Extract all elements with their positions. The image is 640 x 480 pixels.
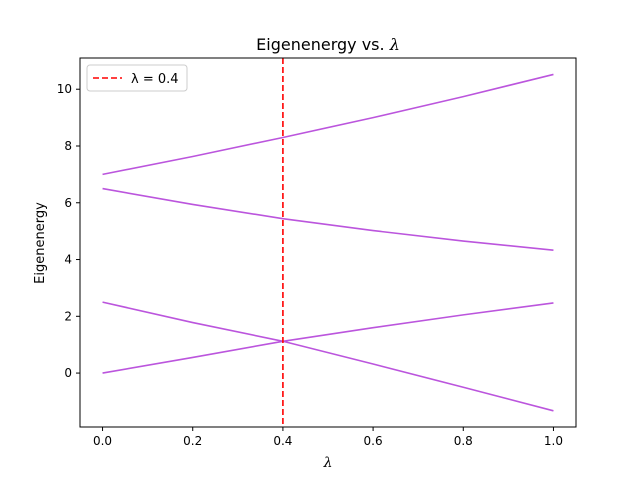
legend-vline-label: λ = 0.4 — [131, 72, 179, 87]
x-tick-label: 0.6 — [364, 434, 383, 448]
y-axis: 0 2 4 6 8 10 — [57, 82, 80, 380]
legend-box — [86, 64, 188, 92]
x-tick-label: 0.4 — [273, 434, 292, 448]
series-line-4 — [102, 302, 554, 374]
x-tick-label: 0.0 — [93, 434, 112, 448]
y-tick-label: 6 — [64, 196, 72, 210]
series-line-3 — [102, 301, 554, 412]
x-axis: 0.0 0.2 0.4 0.6 0.8 1.0 — [93, 427, 563, 448]
y-tick-label: 2 — [64, 309, 72, 323]
series-line-2 — [102, 187, 554, 251]
y-axis-label: Eigenenergy — [33, 202, 48, 284]
y-tick-label: 8 — [64, 139, 72, 153]
chart-title: Eigenenergy vs. λ — [256, 35, 400, 54]
x-tick-label: 0.2 — [183, 434, 202, 448]
legend: λ = 0.4 — [86, 64, 188, 92]
y-tick-label: 4 — [64, 253, 72, 267]
series-line-1 — [102, 73, 554, 176]
axes-frame — [79, 57, 577, 428]
y-tick-label: 10 — [57, 82, 72, 96]
plot-area — [102, 58, 554, 427]
x-axis-label: λ — [323, 455, 333, 471]
y-tick-label: 0 — [64, 366, 72, 380]
x-tick-label: 1.0 — [544, 434, 563, 448]
x-tick-label: 0.8 — [454, 434, 473, 448]
